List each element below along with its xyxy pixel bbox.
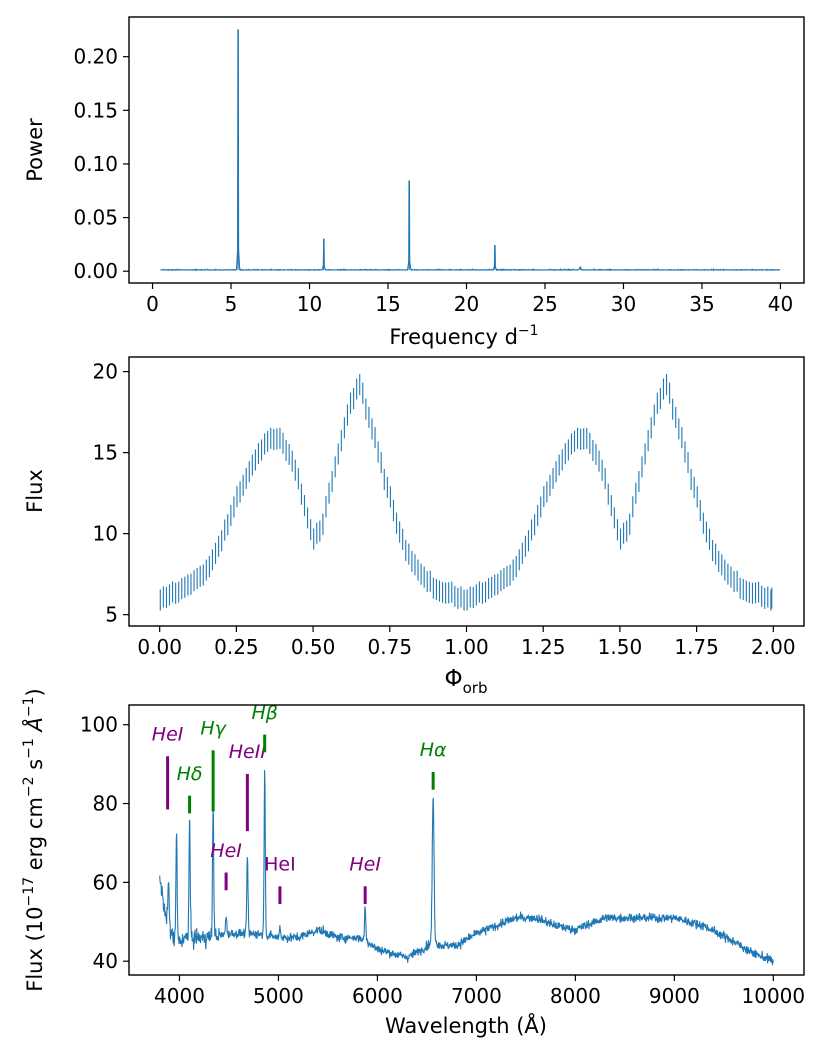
lightcurve-xtick-label: 0.50 [291,635,336,659]
spectrum-xtick-label: 6000 [352,984,403,1008]
lightcurve-xlabel-main: Φ [445,666,463,692]
periodogram-ytick-label: 0.00 [73,259,118,283]
spectrum-ytick-label: 60 [93,870,118,894]
spectrum-annotation-label: Hγ [200,718,227,740]
lightcurve-xlabel: Φorb [445,666,488,697]
spectrum-annotation-label: HeI [349,854,381,876]
periodogram-ytick-label: 0.20 [73,45,118,69]
spectrum-ylabel-p6: Å [21,717,47,738]
spectrum-ytick-label: 40 [93,949,118,973]
spectrum-line [159,770,774,966]
spectrum-frame [128,704,805,976]
spectrum-ylabel-p7: −1 [21,696,37,717]
periodogram-xtick-label: 40 [768,292,793,316]
spectrum-ylabel-p4: s [23,759,47,777]
lightcurve-ytick-label: 20 [93,360,118,384]
periodogram-ticks: 0 5 10 15 20 25 30 35 40 0.00 0.05 0.10 0.15 0.20 [73,45,793,316]
spectrum-ylabel-p5: −1 [21,738,37,759]
lightcurve-ylabel: Flux [23,469,47,513]
periodogram-xtick-label: 0 [146,292,159,316]
spectrum-xtick-label: 4000 [154,984,205,1008]
spectrum-xtick-label: 5000 [253,984,304,1008]
lightcurve-xlabel-sub: orb [463,679,488,697]
periodogram-frame [128,16,805,284]
spectrum-xtick-label: 10000 [742,984,806,1008]
spectrum-xtick-label: 8000 [550,984,601,1008]
periodogram-line [160,29,781,272]
periodogram-xtick-label: 30 [611,292,636,316]
lightcurve-ytick-label: 10 [93,522,118,546]
lightcurve-xtick-label: 1.50 [598,635,643,659]
periodogram-xtick-label: 35 [689,292,714,316]
periodogram-ytick-label: 0.10 [73,152,118,176]
periodogram-ylabel: Power [23,118,47,182]
periodogram-panel: 0 5 10 15 20 25 30 35 40 0.00 0.05 0.10 0.15 0.20 Pow… [23,16,805,349]
spectrum-ylabel-p1: −17 [21,877,37,907]
lightcurve-xtick-label: 0.75 [368,635,413,659]
lightcurve-xtick-label: 1.25 [521,635,566,659]
spectrum-annotation-label: HeI [264,854,296,876]
spectrum-series [159,770,774,966]
periodogram-ytick-label: 0.05 [73,206,118,230]
spectrum-xtick-label: 9000 [649,984,700,1008]
periodogram-xlabel: Frequency d−1 [389,323,538,349]
periodogram-xtick-label: 5 [225,292,238,316]
lightcurve-ytick-label: 5 [105,603,118,627]
spectrum-ytick-label: 80 [93,792,118,816]
spectrum-ylabel-p2: erg cm [23,797,47,877]
lightcurve-errorbars [159,374,773,611]
periodogram-series [160,29,781,272]
spectrum-ylabel-p8: ) [23,688,47,696]
spectrum-ylabel-p0: Flux (10 [23,906,47,991]
lightcurve-xtick-label: 0.00 [137,635,182,659]
spectrum-annotation-label: Hδ [177,763,203,785]
spectrum-annotation-label: Hα [420,739,447,761]
lightcurve-panel: 0.00 0.25 0.50 0.75 1.00 1.25 1.50 1.75 2.00 5 10 1… [23,356,805,697]
periodogram-xtick-label: 10 [297,292,322,316]
periodogram-xlabel-sup: −1 [518,323,539,339]
spectrum-annotation-label: HeI [152,723,184,745]
spectrum-ticks: 4000 5000 6000 7000 8000 9000 10000 40 60 80 100 [80,713,805,1008]
lightcurve-ytick-label: 15 [93,441,118,465]
spectrum-annotation-label: HeII [229,741,267,763]
lightcurve-xtick-label: 0.25 [214,635,259,659]
periodogram-xtick-label: 20 [454,292,479,316]
periodogram-xtick-label: 15 [375,292,400,316]
spectrum-xlabel: Wavelength (Å) [385,1012,547,1038]
spectrum-ytick-label: 100 [80,713,118,737]
lightcurve-ticks: 0.00 0.25 0.50 0.75 1.00 1.25 1.50 1.75 2.00 5 10 1… [93,360,796,659]
spectrum-annotation-label: HeI [210,840,242,862]
lightcurve-xtick-label: 2.00 [751,635,796,659]
spectrum-ylabel: Flux (10−17 erg cm−2 s−1 Å−1) [21,688,47,991]
lightcurve-frame [128,356,805,627]
periodogram-xlabel-main: Frequency d [389,325,518,349]
spectrum-xtick-label: 7000 [451,984,502,1008]
spectrum-ylabel-p3: −2 [21,776,37,797]
spectrum-annotation-label: Hβ [251,702,277,724]
periodogram-ytick-label: 0.15 [73,98,118,122]
periodogram-xtick-label: 25 [532,292,557,316]
lightcurve-xtick-label: 1.00 [444,635,489,659]
lightcurve-xtick-label: 1.75 [674,635,719,659]
